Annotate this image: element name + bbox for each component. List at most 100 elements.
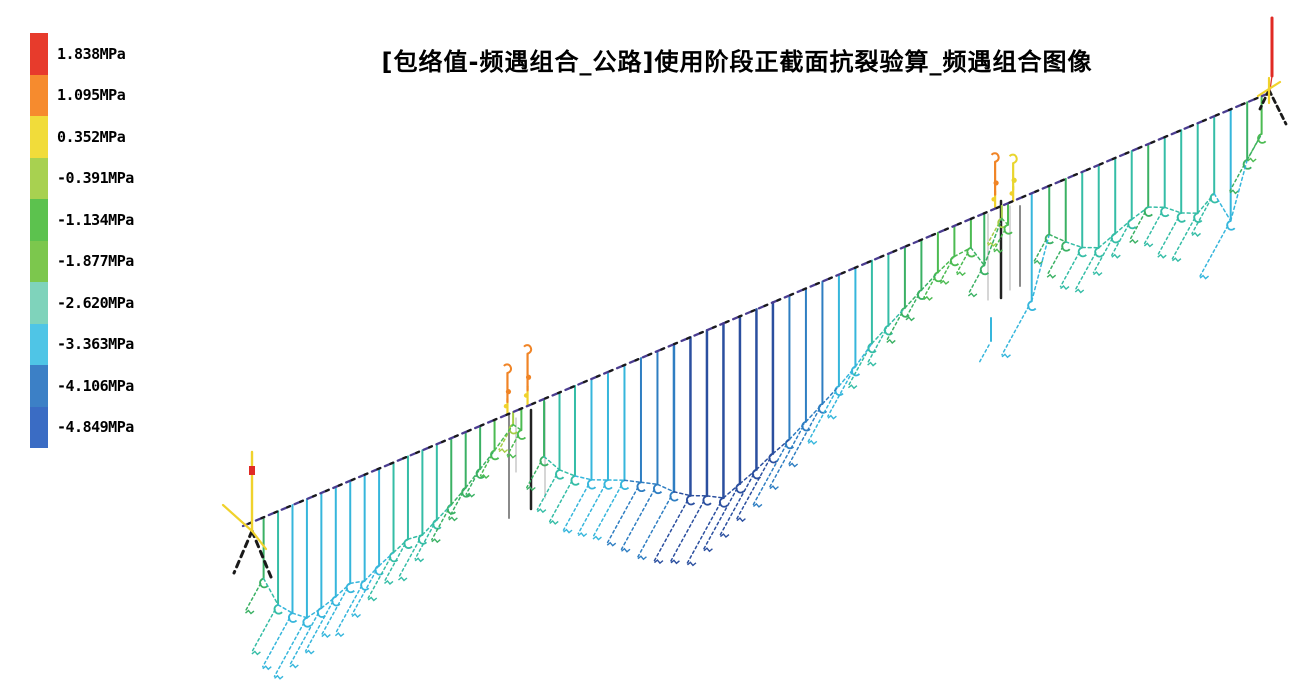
stress-label-mark — [987, 241, 997, 247]
envelope-segment — [1196, 192, 1215, 214]
legend-color-swatch — [30, 323, 48, 365]
stress-tip-hook — [718, 497, 729, 508]
stress-label-mark — [549, 519, 559, 525]
stress-label-squiggle — [606, 486, 639, 544]
stress-label-mark — [1143, 242, 1154, 248]
stress-label-squiggle — [367, 556, 392, 599]
stress-label-mark — [939, 279, 950, 285]
stress-label-squiggle — [479, 454, 493, 477]
envelope-segment — [574, 475, 593, 481]
envelope-segment — [722, 482, 741, 499]
stress-label-mark — [1157, 253, 1167, 259]
legend-value-label: -2.620MPa — [57, 293, 134, 312]
stress-label-mark — [262, 665, 272, 671]
legend-value-label: 1.095MPa — [57, 86, 126, 105]
envelope-segment — [436, 503, 453, 521]
stress-label-squiggle — [719, 473, 755, 536]
stress-label-squiggle — [923, 276, 936, 299]
envelope-segment — [1064, 241, 1083, 249]
stress-label-squiggle — [244, 582, 262, 612]
envelope-segment — [1130, 206, 1149, 221]
stress-label-mark — [1229, 189, 1239, 195]
envelope-segment — [349, 580, 366, 585]
stress-label-squiggle — [506, 434, 520, 456]
stress-label-squiggle — [431, 508, 450, 541]
envelope-segment — [1246, 133, 1263, 161]
stress-label-squiggle — [703, 487, 738, 550]
envelope-segment — [805, 403, 824, 423]
stress-label-mark — [867, 361, 877, 367]
stress-label-mark — [1199, 274, 1210, 280]
stress-label-mark — [606, 541, 617, 547]
stress-tip-hook — [1077, 246, 1087, 258]
envelope-segment — [623, 479, 642, 484]
stress-label-mark — [321, 633, 331, 639]
legend-color-swatch — [30, 365, 48, 407]
stress-label-squiggle — [1128, 211, 1146, 242]
stress-label-squiggle — [383, 543, 406, 583]
envelope-segment — [543, 455, 561, 471]
envelope-segment — [706, 495, 725, 499]
stress-tip-hook — [619, 479, 630, 490]
stress-label-mark — [536, 508, 547, 514]
stress-tip-hook — [302, 616, 312, 628]
stress-label-squiggle — [526, 460, 542, 489]
pier-spike-dot — [523, 393, 529, 398]
pier-spike-dot — [1011, 177, 1017, 183]
pier-spike-curl — [990, 152, 1000, 163]
stress-label-squiggle — [251, 609, 276, 653]
stress-label-mark — [448, 516, 458, 522]
stress-label-squiggle — [905, 294, 920, 319]
stress-tip-hook — [1176, 212, 1186, 223]
envelope-segment — [821, 385, 840, 405]
left-support-leg — [250, 529, 273, 579]
stress-label-squiggle — [414, 524, 435, 560]
legend-row: 1.838MPa — [30, 33, 134, 75]
legend-row: 1.095MPa — [30, 74, 134, 116]
stress-tip-hook — [1226, 220, 1236, 231]
legend-value-label: -4.106MPa — [57, 376, 134, 395]
left-support-arm — [250, 529, 268, 551]
stress-label-mark — [752, 502, 763, 508]
envelope-segment — [335, 582, 351, 598]
stress-label-mark — [923, 295, 933, 301]
stress-label-squiggle — [1059, 251, 1080, 288]
stress-tip-hook — [702, 494, 712, 506]
stress-label-squiggle — [304, 600, 334, 652]
envelope-segment — [772, 438, 791, 455]
envelope-segment — [291, 612, 308, 619]
stress-label-mark — [905, 316, 915, 322]
envelope-segment — [871, 324, 890, 345]
envelope-segment — [904, 289, 923, 309]
envelope-segment — [838, 365, 857, 387]
stress-label-mark — [1129, 238, 1139, 244]
stress-label-mark — [305, 649, 315, 655]
stress-label-mark — [967, 292, 978, 298]
stress-label-squiggle — [653, 499, 689, 562]
stress-label-mark — [654, 559, 664, 565]
pier-spike-dot — [991, 197, 996, 202]
stress-tip-hook — [586, 478, 597, 490]
legend-value-label: 1.838MPa — [57, 44, 126, 63]
stress-label-squiggle — [1143, 211, 1163, 245]
stress-label-mark — [398, 576, 408, 582]
envelope-segment — [983, 217, 1003, 267]
stress-label-mark — [526, 486, 536, 491]
stress-tip-hook — [345, 582, 355, 594]
envelope-segment — [673, 491, 692, 497]
envelope-segment — [755, 452, 774, 471]
envelope-segment — [1163, 206, 1182, 214]
plot-title: [包络值-频遇组合_公路]使用阶段正截面抗裂验算_频遇组合图像 — [381, 48, 1093, 76]
stress-label-squiggle — [788, 408, 821, 465]
stress-label-mark — [1247, 157, 1257, 163]
stress-label-squiggle — [686, 502, 722, 564]
stress-tip-hook — [979, 264, 989, 276]
envelope-segment — [306, 607, 323, 619]
stress-label-squiggle — [397, 539, 421, 579]
envelope-segment — [558, 469, 576, 477]
stress-tip-hook — [403, 538, 413, 549]
envelope-segment — [363, 565, 380, 582]
envelope-segment — [887, 307, 906, 327]
stress-label-squiggle — [670, 500, 705, 562]
